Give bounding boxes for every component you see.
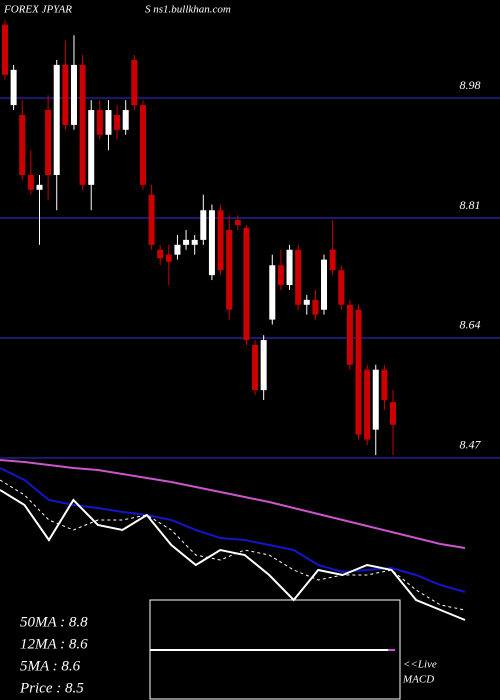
candle-body xyxy=(252,345,259,391)
candle-body xyxy=(114,115,121,130)
candle-body xyxy=(269,265,276,320)
y-tick-label: 8.81 xyxy=(460,198,481,212)
candle-body xyxy=(36,184,43,190)
candle-body xyxy=(372,369,379,430)
candle-body xyxy=(329,249,336,271)
candle-body xyxy=(174,244,181,255)
candle-body xyxy=(62,64,69,125)
candle-body xyxy=(303,299,310,305)
indicator-line xyxy=(0,459,466,549)
candle-body xyxy=(338,270,345,305)
candle-body xyxy=(226,230,233,310)
candle-body xyxy=(381,369,388,401)
candle-body xyxy=(217,210,224,271)
legend-entry: 50MA : 8.8 xyxy=(20,614,88,630)
candle-body xyxy=(10,69,17,106)
y-tick-label: 8.98 xyxy=(460,78,481,92)
macd-label: MACD xyxy=(402,674,434,686)
chart-title: FOREX JPYAR xyxy=(3,4,72,16)
y-tick-label: 8.64 xyxy=(460,318,481,332)
candle-body xyxy=(208,210,215,276)
candle-body xyxy=(105,110,112,135)
candle-body xyxy=(88,110,95,185)
macd-label: <<Live xyxy=(403,659,437,671)
candle-body xyxy=(157,249,164,259)
candle-body xyxy=(364,369,371,440)
candle-body xyxy=(277,265,284,286)
candle-body xyxy=(346,304,353,365)
candle-body xyxy=(2,24,8,75)
candle-body xyxy=(191,239,198,245)
candle-body xyxy=(312,299,319,315)
candle-body xyxy=(286,249,293,286)
legend-entry: 5MA : 8.6 xyxy=(20,658,81,674)
candle-body xyxy=(122,110,129,130)
candle-body xyxy=(183,239,190,245)
candle-body xyxy=(243,227,250,341)
candle-body xyxy=(200,210,207,240)
candle-body xyxy=(295,249,302,305)
candle-body xyxy=(148,194,155,245)
candle-body xyxy=(260,340,267,391)
candle-body xyxy=(139,105,146,185)
candle-body xyxy=(390,402,396,425)
y-tick-label: 8.47 xyxy=(460,438,482,452)
candle-body xyxy=(53,64,60,175)
candle-body xyxy=(19,115,26,175)
candle-body xyxy=(234,220,241,226)
legend-entry: Price : 8.5 xyxy=(19,680,84,696)
candle-body xyxy=(27,174,34,190)
candle-body xyxy=(165,254,172,262)
candle-body xyxy=(79,64,86,185)
candle-body xyxy=(70,64,77,125)
candle-body xyxy=(321,259,328,310)
candle-body xyxy=(96,110,103,135)
legend-entry: 12MA : 8.6 xyxy=(20,636,88,652)
candle-body xyxy=(45,110,52,175)
candle-body xyxy=(131,59,138,106)
indicator-line xyxy=(0,489,466,621)
chart-subtitle: S ns1.bullkhan.com xyxy=(145,4,231,16)
candle-body xyxy=(355,309,362,435)
